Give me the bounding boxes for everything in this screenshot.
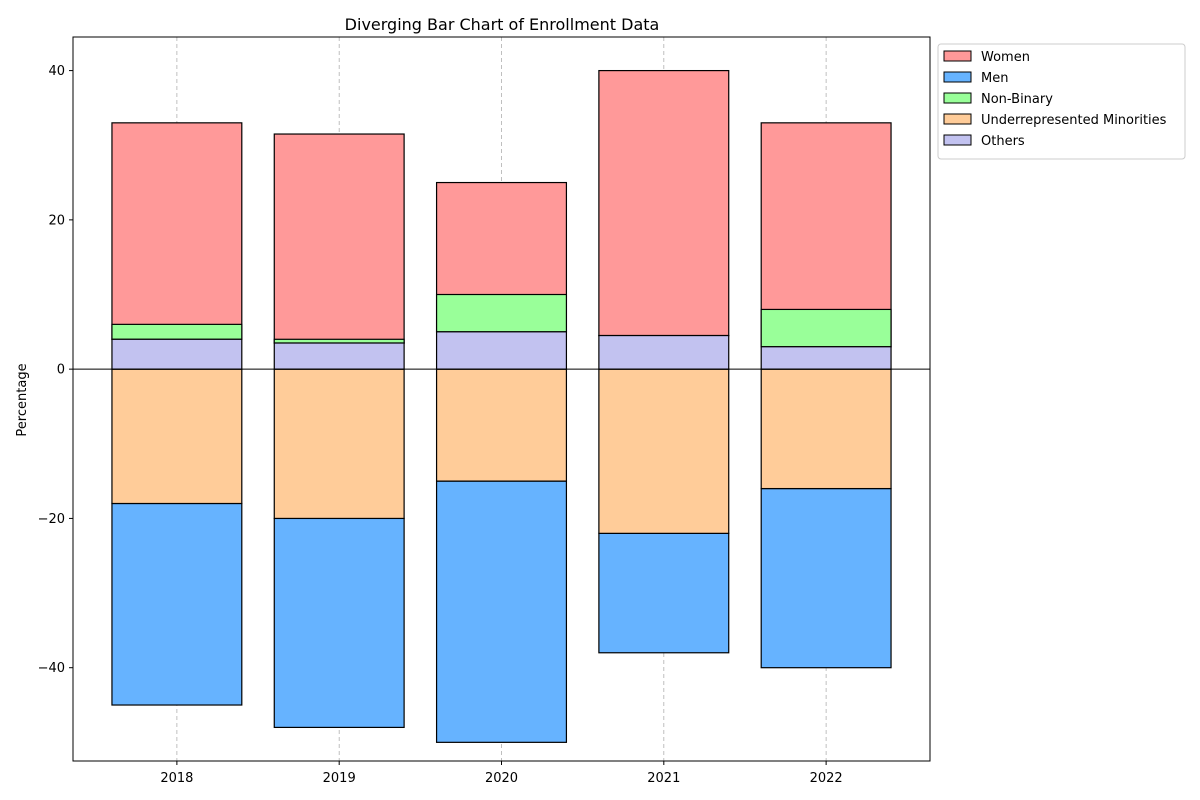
legend-label: Underrepresented Minorities — [981, 113, 1167, 128]
bar-men-2022 — [761, 489, 891, 668]
x-axis-ticks: 2018 2019 2020 2021 2022 — [160, 761, 842, 786]
legend-label: Others — [981, 134, 1025, 149]
bar-non-binary-2020 — [437, 295, 567, 332]
bar-non-binary-2022 — [761, 309, 891, 346]
legend-label: Non-Binary — [981, 92, 1053, 107]
bar-underrepresented-minorities-2021 — [599, 369, 729, 533]
y-axis-ticks: −40 −20 0 20 40 — [38, 64, 73, 676]
bar-others-2019 — [274, 343, 404, 369]
bar-women-2019 — [274, 134, 404, 343]
x-tick-label: 2021 — [647, 771, 680, 786]
legend-swatch — [944, 51, 971, 61]
legend-swatch — [944, 114, 971, 124]
y-tick-label: 40 — [48, 64, 65, 79]
bar-underrepresented-minorities-2018 — [112, 369, 242, 503]
y-tick-label: 20 — [48, 213, 65, 228]
y-tick-label: −20 — [38, 512, 65, 527]
bar-others-2021 — [599, 336, 729, 370]
legend-swatch — [944, 135, 971, 145]
bar-men-2021 — [599, 533, 729, 652]
bar-men-2019 — [274, 518, 404, 727]
legend-swatch — [944, 72, 971, 82]
bar-men-2020 — [437, 481, 567, 742]
y-tick-label: −40 — [38, 661, 65, 676]
bar-others-2022 — [761, 347, 891, 369]
x-tick-label: 2020 — [485, 771, 518, 786]
y-axis-label: Percentage — [15, 363, 30, 436]
x-tick-label: 2022 — [810, 771, 843, 786]
chart-title: Diverging Bar Chart of Enrollment Data — [345, 15, 660, 34]
bar-women-2021 — [599, 71, 729, 336]
bar-men-2018 — [112, 503, 242, 705]
legend: Women Men Non-Binary Underrepresented Minor… — [938, 44, 1185, 159]
bar-underrepresented-minorities-2022 — [761, 369, 891, 488]
bar-others-2020 — [437, 332, 567, 369]
bar-underrepresented-minorities-2020 — [437, 369, 567, 481]
x-tick-label: 2019 — [323, 771, 356, 786]
legend-label: Men — [981, 71, 1008, 86]
legend-swatch — [944, 93, 971, 103]
x-tick-label: 2018 — [160, 771, 193, 786]
bar-others-2018 — [112, 339, 242, 369]
bar-non-binary-2018 — [112, 324, 242, 339]
y-tick-label: 0 — [57, 363, 65, 378]
legend-label: Women — [981, 50, 1030, 65]
legend-box — [938, 44, 1185, 159]
bar-underrepresented-minorities-2019 — [274, 369, 404, 518]
bar-women-2018 — [112, 123, 242, 339]
